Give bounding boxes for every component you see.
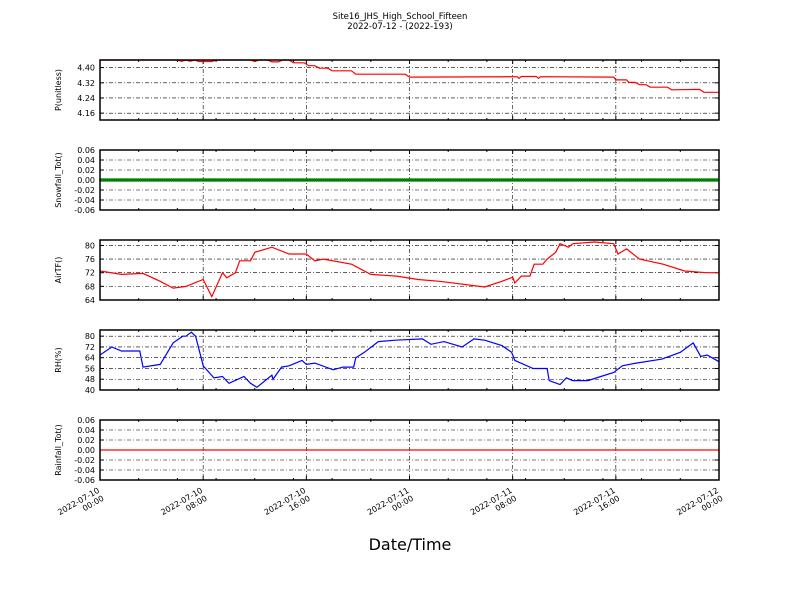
data-point <box>715 178 719 182</box>
y-tick-label: -0.04 <box>74 196 95 205</box>
y-axis-label: Rainfall_Tot() <box>54 424 63 476</box>
y-tick-label: 0.00 <box>77 176 95 185</box>
series-line <box>99 331 720 389</box>
y-tick-label: 72 <box>85 269 95 278</box>
y-tick-label: 80 <box>85 241 95 250</box>
axes-frame <box>99 239 720 301</box>
y-axis-label: P(unitless) <box>54 69 63 111</box>
y-tick-label: -0.06 <box>74 206 95 215</box>
y-tick-label: 0.04 <box>77 426 95 435</box>
y-tick-label: 0.06 <box>77 146 95 155</box>
y-tick-label: 64 <box>85 354 95 363</box>
axes-frame <box>99 419 720 481</box>
axes-frame <box>99 329 720 391</box>
y-tick-label: -0.02 <box>74 186 95 195</box>
subplot-2: -0.06-0.04-0.020.000.020.040.06 Snowfall_… <box>54 146 720 215</box>
chart-subtitle: 2022-07-12 - (2022-193) <box>347 22 452 32</box>
y-tick-label: 48 <box>85 375 95 384</box>
y-tick-label: 0.06 <box>77 416 95 425</box>
y-tick-label: 0.00 <box>77 446 95 455</box>
chart-title: Site16_JHS_High_School_Fifteen <box>333 12 468 22</box>
subplot-5: -0.06-0.04-0.020.000.020.040.06 Rainfall_… <box>54 416 720 485</box>
y-tick-label: 4.24 <box>77 94 95 103</box>
y-tick-label: 4.16 <box>77 109 95 118</box>
subplot-3: 64 68 72 76 80 AirTF() <box>54 239 720 305</box>
axes-frame <box>99 59 720 121</box>
y-tick-label: 68 <box>85 282 95 291</box>
y-tick-label: -0.06 <box>74 476 95 485</box>
y-tick-label: 40 <box>85 386 95 395</box>
y-tick-label: 72 <box>85 343 95 352</box>
series-line <box>99 241 719 298</box>
axes-frame <box>99 149 720 211</box>
y-tick-label: 64 <box>85 296 95 305</box>
y-tick-label: 4.32 <box>77 79 95 88</box>
x-axis-label: Date/Time <box>369 535 452 554</box>
series-line <box>100 59 719 93</box>
y-axis-label: AirTF() <box>54 257 63 284</box>
y-tick-label: 80 <box>85 332 95 341</box>
y-tick-label: -0.02 <box>74 456 95 465</box>
y-tick-label: 56 <box>85 364 95 373</box>
y-tick-label: 4.40 <box>77 64 95 73</box>
y-tick-label: -0.04 <box>74 466 95 475</box>
y-tick-label: 0.02 <box>77 436 95 445</box>
y-axis-label: RH(%) <box>54 347 63 372</box>
y-tick-label: 0.02 <box>77 166 95 175</box>
subplot-1: 4.16 4.24 4.32 4.40 P(unitless) <box>54 59 720 121</box>
y-tick-label: 76 <box>85 255 95 264</box>
y-tick-label: 0.04 <box>77 156 95 165</box>
y-axis-label: Snowfall_Tot() <box>54 152 63 208</box>
